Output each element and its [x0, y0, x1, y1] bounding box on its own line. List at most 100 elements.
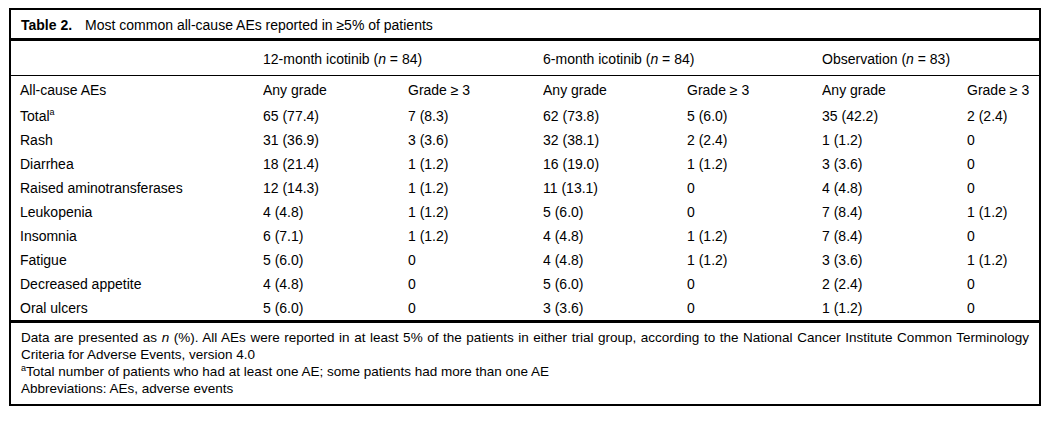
- ae-name: Leukopenia: [20, 204, 92, 220]
- cell-value: 1 (1.2): [408, 152, 543, 176]
- cell-value: 2 (2.4): [967, 104, 1039, 128]
- table-title-row: Table 2. Most common all-cause AEs repor…: [11, 10, 1039, 38]
- adverse-events-table: 12-month icotinib (n = 84) 6-month icoti…: [11, 41, 1039, 320]
- cell-value: 18 (21.4): [263, 152, 408, 176]
- ae-label: Oral ulcers: [11, 296, 263, 320]
- cell-value: 5 (6.0): [543, 200, 687, 224]
- column-header-row: All-cause AEs Any grade Grade ≥ 3 Any gr…: [11, 76, 1039, 105]
- cell-value: 3 (3.6): [408, 128, 543, 152]
- column-header-grade-ge-3: Grade ≥ 3: [408, 76, 543, 105]
- cell-value: 0: [408, 272, 543, 296]
- column-header-grade-ge-3: Grade ≥ 3: [967, 76, 1039, 105]
- ae-name: Insomnia: [20, 228, 77, 244]
- table-2-frame: Table 2. Most common all-cause AEs repor…: [9, 8, 1041, 406]
- cell-value: 5 (6.0): [687, 104, 822, 128]
- group-header-spacer: [11, 41, 263, 76]
- footnote-text: Data are presented as: [21, 330, 162, 345]
- cell-value: 0: [687, 272, 822, 296]
- ae-name: Fatigue: [20, 252, 67, 268]
- footnote-text: Total number of patients who had at leas…: [26, 364, 549, 379]
- cell-value: 1 (1.2): [408, 224, 543, 248]
- cell-value: 5 (6.0): [263, 248, 408, 272]
- cell-value: 0: [687, 296, 822, 320]
- ae-label: Leukopenia: [11, 200, 263, 224]
- cell-value: 7 (8.3): [408, 104, 543, 128]
- column-header-any-grade: Any grade: [543, 76, 687, 105]
- n-symbol: n: [378, 51, 386, 67]
- footnote-a: aTotal number of patients who had at lea…: [21, 363, 1029, 380]
- ae-name: Rash: [20, 132, 53, 148]
- cell-value: 1 (1.2): [822, 296, 967, 320]
- table-number: Table 2.: [21, 17, 72, 33]
- ae-label: Raised aminotransferases: [11, 176, 263, 200]
- cell-value: 1 (1.2): [967, 248, 1039, 272]
- group-header-12-month-icotinib: 12-month icotinib (n = 84): [263, 41, 543, 76]
- table-row-diarrhea: Diarrhea 18 (21.4) 1 (1.2) 16 (19.0) 1 (…: [11, 152, 1039, 176]
- cell-value: 35 (42.2): [822, 104, 967, 128]
- column-header-all-cause-aes: All-cause AEs: [11, 76, 263, 105]
- table-row-insomnia: Insomnia 6 (7.1) 1 (1.2) 4 (4.8) 1 (1.2)…: [11, 224, 1039, 248]
- n-symbol: n: [162, 330, 170, 345]
- cell-value: 1 (1.2): [408, 176, 543, 200]
- ae-name: Diarrhea: [20, 156, 74, 172]
- table-row-total: Totala 65 (77.4) 7 (8.3) 62 (73.8) 5 (6.…: [11, 104, 1039, 128]
- footnote-text: (%). All AEs were reported in at least 5…: [21, 330, 1029, 362]
- cell-value: 1 (1.2): [822, 128, 967, 152]
- table-caption: Most common all-cause AEs reported in ≥5…: [85, 17, 433, 33]
- cell-value: 65 (77.4): [263, 104, 408, 128]
- ae-label: Decreased appetite: [11, 272, 263, 296]
- cell-value: 0: [408, 248, 543, 272]
- cell-value: 11 (13.1): [543, 176, 687, 200]
- cell-value: 3 (3.6): [543, 296, 687, 320]
- cell-value: 16 (19.0): [543, 152, 687, 176]
- ae-name: Decreased appetite: [20, 276, 141, 292]
- cell-value: 0: [967, 152, 1039, 176]
- footnotes: Data are presented as n (%). All AEs wer…: [11, 323, 1039, 397]
- ae-name: Raised aminotransferases: [20, 180, 183, 196]
- column-header-any-grade: Any grade: [822, 76, 967, 105]
- cell-value: 0: [408, 296, 543, 320]
- cell-value: 62 (73.8): [543, 104, 687, 128]
- cell-value: 5 (6.0): [543, 272, 687, 296]
- group-label: Observation (: [822, 51, 906, 67]
- cell-value: 0: [967, 176, 1039, 200]
- ae-label: Totala: [11, 104, 263, 128]
- cell-value: 0: [687, 200, 822, 224]
- cell-value: 0: [967, 272, 1039, 296]
- footnote-abbreviations: Abbreviations: AEs, adverse events: [21, 380, 1029, 397]
- cell-value: 0: [967, 296, 1039, 320]
- table-row-decreased-appetite: Decreased appetite 4 (4.8) 0 5 (6.0) 0 2…: [11, 272, 1039, 296]
- page: Table 2. Most common all-cause AEs repor…: [0, 0, 1050, 423]
- cell-value: 4 (4.8): [263, 200, 408, 224]
- group-label: 12-month icotinib (: [263, 51, 378, 67]
- cell-value: 0: [967, 128, 1039, 152]
- column-header-any-grade: Any grade: [263, 76, 408, 105]
- table-row-raised-aminotransferases: Raised aminotransferases 12 (14.3) 1 (1.…: [11, 176, 1039, 200]
- cell-value: 1 (1.2): [687, 152, 822, 176]
- cell-value: 1 (1.2): [687, 248, 822, 272]
- cell-value: 6 (7.1): [263, 224, 408, 248]
- ae-label: Insomnia: [11, 224, 263, 248]
- cell-value: 7 (8.4): [822, 224, 967, 248]
- footnote-marker: a: [50, 107, 55, 117]
- group-header-row: 12-month icotinib (n = 84) 6-month icoti…: [11, 41, 1039, 76]
- cell-value: 3 (3.6): [822, 152, 967, 176]
- group-label: 6-month icotinib (: [543, 51, 650, 67]
- cell-value: 1 (1.2): [408, 200, 543, 224]
- cell-value: 1 (1.2): [687, 224, 822, 248]
- cell-value: 2 (2.4): [822, 272, 967, 296]
- ae-name: Total: [20, 108, 50, 124]
- table-row-oral-ulcers: Oral ulcers 5 (6.0) 0 3 (3.6) 0 1 (1.2) …: [11, 296, 1039, 320]
- n-value: = 83): [914, 51, 950, 67]
- cell-value: 3 (3.6): [822, 248, 967, 272]
- cell-value: 32 (38.1): [543, 128, 687, 152]
- n-symbol: n: [906, 51, 914, 67]
- n-value: = 84): [386, 51, 422, 67]
- cell-value: 5 (6.0): [263, 296, 408, 320]
- ae-label: Fatigue: [11, 248, 263, 272]
- cell-value: 4 (4.8): [543, 224, 687, 248]
- cell-value: 4 (4.8): [543, 248, 687, 272]
- cell-value: 2 (2.4): [687, 128, 822, 152]
- cell-value: 0: [967, 224, 1039, 248]
- footnote-general: Data are presented as n (%). All AEs wer…: [21, 329, 1029, 363]
